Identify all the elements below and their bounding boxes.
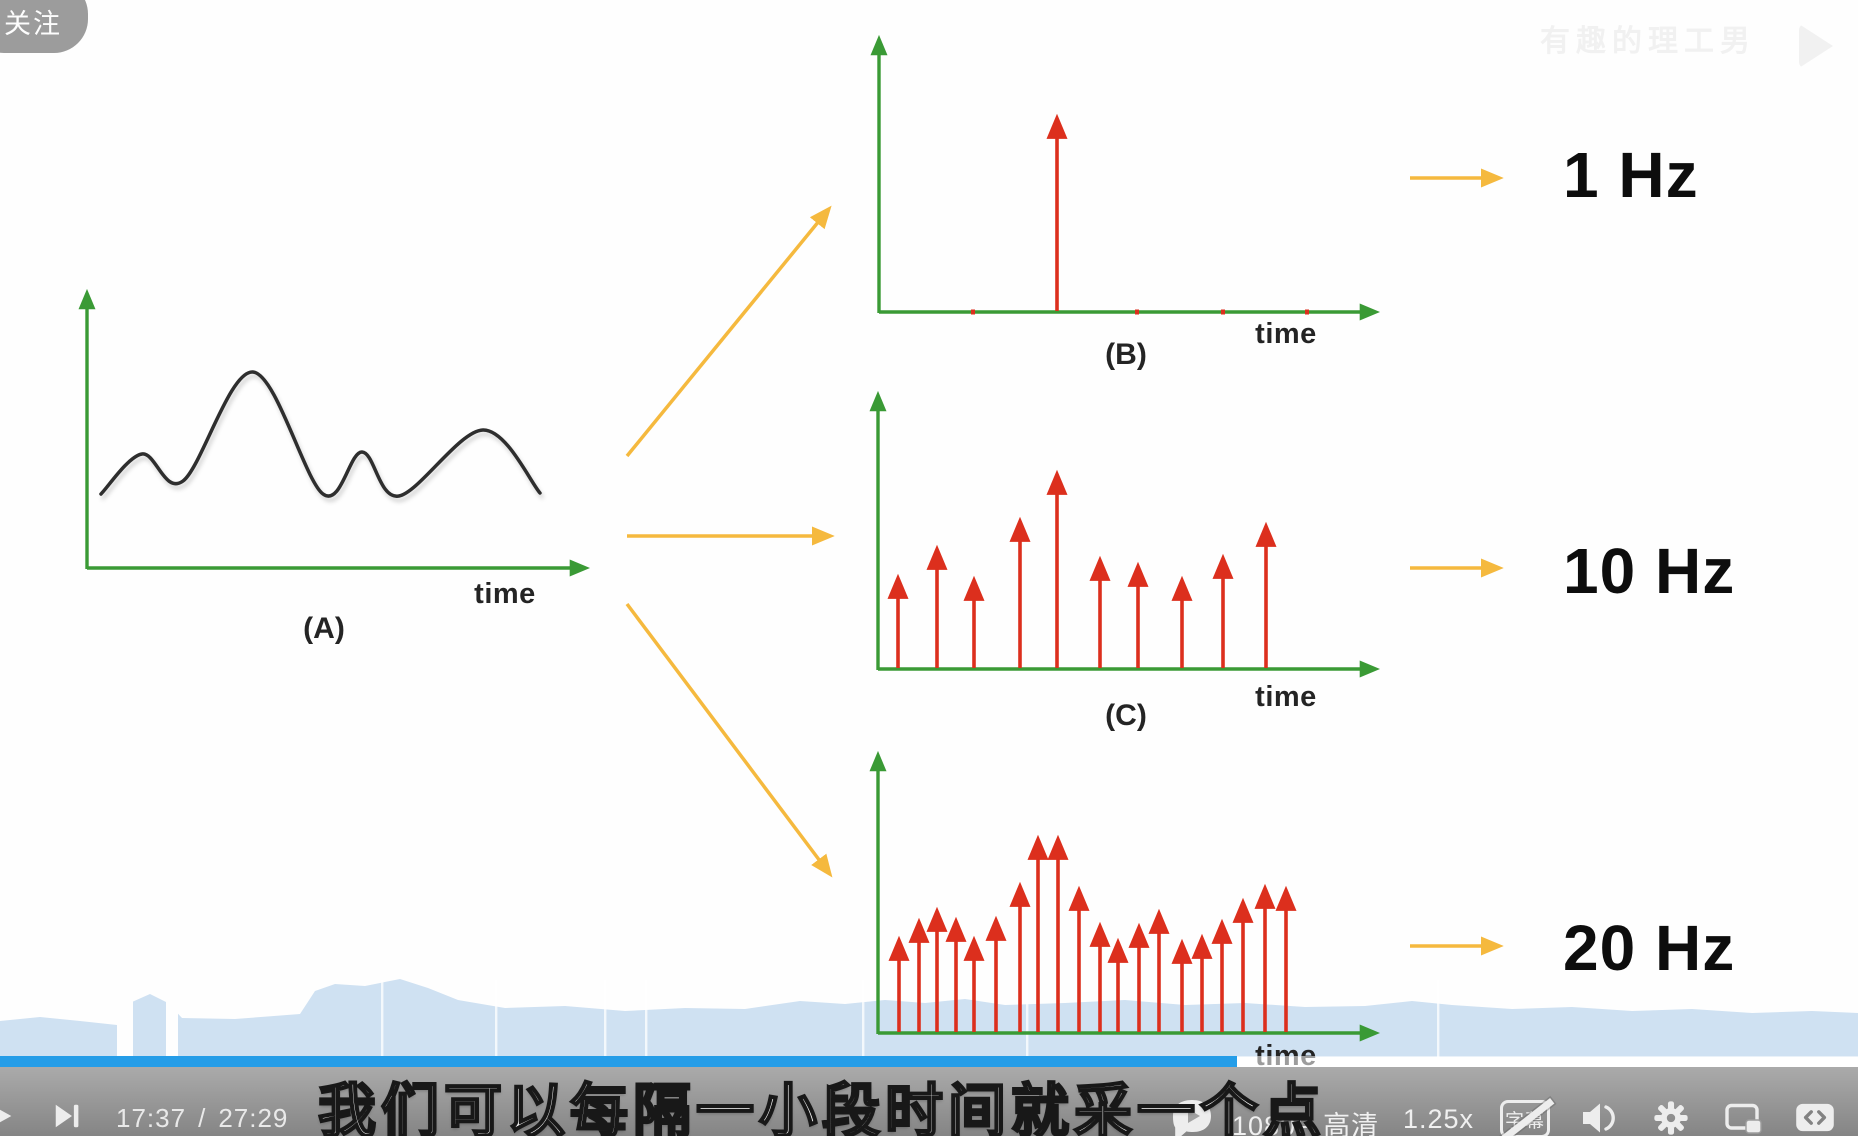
panel-label-b: (B) — [1105, 338, 1147, 371]
charts-layer — [78, 34, 1381, 1042]
danmaku-toggle-button[interactable] — [1170, 1098, 1214, 1136]
next-episode-icon — [55, 1104, 79, 1128]
heatmap-divider — [862, 980, 865, 1057]
danmaku-shield-icon — [1173, 1100, 1211, 1136]
time-label-c: time — [1255, 681, 1317, 713]
heatmap-divider — [381, 980, 384, 1057]
subtitle-toggle-button[interactable]: 字幕 — [1499, 1098, 1555, 1136]
next-episode-button[interactable] — [52, 1101, 82, 1131]
time-display: 17:37 / 27:29 — [110, 1103, 294, 1134]
danmaku-heatmap — [0, 975, 1858, 1057]
widescreen-icon — [1796, 1103, 1834, 1132]
freq-label-20hz: 20 Hz — [1563, 912, 1736, 984]
time-label-a: time — [474, 578, 536, 610]
sample-tick — [1305, 309, 1309, 315]
progress-bar[interactable] — [0, 1056, 1858, 1067]
connector-arrows — [625, 168, 1504, 956]
follow-button[interactable]: 关注 — [0, 0, 88, 53]
pip-button[interactable] — [1723, 1103, 1765, 1135]
flow-arrow — [625, 602, 833, 878]
freq-label-10hz: 10 Hz — [1563, 535, 1736, 607]
panel-label-c: (C) — [1105, 699, 1147, 732]
panel-label-a: (A) — [303, 612, 345, 645]
widescreen-button[interactable] — [1795, 1102, 1835, 1133]
heatmap-divider — [1026, 980, 1029, 1057]
freq-label-1hz: 1 Hz — [1563, 139, 1699, 211]
speed-selector[interactable]: 1.25x — [1403, 1104, 1475, 1134]
heatmap-divider — [645, 980, 648, 1057]
volume-icon — [1583, 1103, 1615, 1133]
heatmap-gap — [117, 975, 133, 1057]
heatmap-divider — [1437, 980, 1440, 1057]
quality-selector[interactable]: 1080P 高清 — [1232, 1111, 1380, 1136]
current-time: 17:37 — [116, 1103, 187, 1133]
sample-tick — [971, 309, 975, 315]
settings-gear-icon — [1654, 1101, 1688, 1135]
duration: 27:29 — [218, 1103, 289, 1133]
sample-tick — [1221, 309, 1225, 315]
flow-arrow — [625, 205, 832, 458]
pip-icon — [1725, 1103, 1762, 1134]
time-separator: / — [198, 1103, 207, 1133]
play-button[interactable] — [0, 1100, 14, 1132]
volume-button[interactable] — [1581, 1101, 1619, 1135]
play-icon — [0, 1109, 12, 1123]
heatmap-divider — [495, 980, 498, 1057]
sample-tick — [1135, 309, 1139, 315]
heatmap-divider — [604, 980, 607, 1057]
video-subtitle: 我们可以每隔一小段时间就采一个点 — [317, 1078, 1327, 1136]
settings-button[interactable] — [1652, 1099, 1690, 1136]
time-label-b: time — [1255, 318, 1317, 350]
analog-signal-curve — [99, 370, 542, 498]
heatmap-gap — [166, 975, 178, 1057]
progress-played — [0, 1056, 1238, 1067]
channel-watermark: 有趣的理工男 — [1540, 25, 1756, 58]
watermark-play-logo-icon — [1799, 24, 1833, 68]
heatmap-area — [0, 979, 1858, 1057]
